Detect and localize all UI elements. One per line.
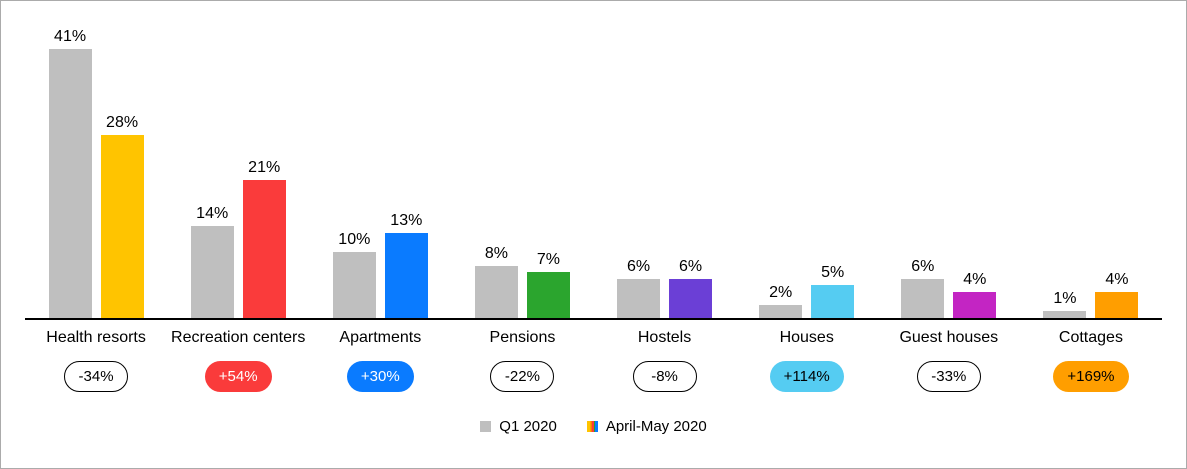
badge-cell: +114% [736, 361, 878, 392]
category-label: Health resorts [46, 329, 146, 346]
category-cell: Recreation centers [167, 329, 309, 347]
bar-value-label: 6% [911, 258, 935, 275]
bar-with-label: 7% [526, 250, 570, 318]
bar-with-label: 4% [953, 270, 997, 318]
bar-with-label: 21% [242, 158, 286, 318]
q1-2020-bar [474, 266, 518, 318]
category-cell: Cottages [1020, 329, 1162, 347]
bar-group: 8% 7% [451, 1, 593, 318]
legend-label: April-May 2020 [605, 418, 707, 435]
bar-group: 2% 5% [736, 1, 878, 318]
badge-cell: -34% [25, 361, 167, 392]
change-badges-row: -34% +54% +30% -22% -8% +114% -33% +169% [25, 361, 1162, 392]
legend-label: Q1 2020 [499, 418, 557, 435]
q1-2020-bar [48, 49, 92, 318]
legend-item: April-May 2020 [586, 418, 707, 435]
badge-cell: +54% [167, 361, 309, 392]
bar-value-label: 5% [821, 264, 845, 281]
q1-2020-bar [1043, 311, 1087, 318]
april-may-2020-bar [384, 233, 428, 318]
bar-value-label: 8% [484, 245, 508, 262]
bar-with-label: 6% [669, 257, 713, 318]
change-badge: +30% [346, 361, 414, 392]
bar-with-label: 13% [384, 211, 428, 318]
bar-with-label: 1% [1043, 289, 1087, 318]
badge-cell: -22% [451, 361, 593, 392]
multicolor-stripes-icon [586, 421, 598, 432]
bar-value-label: 4% [963, 271, 987, 288]
bar-group: 6% 6% [594, 1, 736, 318]
bar-value-label: 7% [536, 251, 560, 268]
bar-value-label: 10% [338, 231, 371, 248]
category-label: Hostels [637, 329, 692, 346]
bar-with-label: 6% [901, 257, 945, 318]
april-may-2020-bar [669, 279, 713, 318]
bar-group: 10% 13% [309, 1, 451, 318]
category-label: Apartments [339, 329, 422, 346]
bar-group: 1% 4% [1020, 1, 1162, 318]
bar-with-label: 6% [617, 257, 661, 318]
legend-item: Q1 2020 [480, 418, 557, 435]
category-cell: Health resorts [25, 329, 167, 347]
bar-value-label: 6% [679, 258, 703, 275]
category-label: Guest houses [899, 329, 999, 346]
change-badge: -22% [490, 361, 555, 392]
bar-value-label: 6% [627, 258, 651, 275]
bar-value-label: 1% [1053, 290, 1077, 307]
bar-group: 6% 4% [878, 1, 1020, 318]
bar-value-label: 41% [54, 28, 87, 45]
april-may-2020-bar [242, 180, 286, 318]
category-cell: Hostels [594, 329, 736, 347]
category-label: Houses [779, 329, 834, 346]
category-label: Pensions [489, 329, 556, 346]
legend: Q1 2020 April-May 2020 [1, 418, 1186, 435]
change-badge: +114% [769, 361, 844, 392]
category-label: Recreation centers [171, 329, 306, 346]
april-may-2020-bar [811, 285, 855, 318]
bar-with-label: 41% [48, 27, 92, 318]
bar-value-label: 2% [769, 284, 793, 301]
april-may-2020-bar [1095, 292, 1139, 318]
bar-group: 41% 28% [25, 1, 167, 318]
gray-icon [480, 421, 492, 432]
bar-value-label: 4% [1105, 271, 1129, 288]
badge-cell: -8% [594, 361, 736, 392]
bar-with-label: 28% [100, 113, 144, 318]
change-badge: +54% [204, 361, 272, 392]
change-badge: -34% [64, 361, 129, 392]
badge-cell: +169% [1020, 361, 1162, 392]
badge-cell: -33% [878, 361, 1020, 392]
bar-with-label: 14% [190, 204, 234, 318]
bar-with-label: 4% [1095, 270, 1139, 318]
plot-area: 41% 28% 14% 21% 10% 13% 8% 7% 6% 6% 2% 5% 6% 4% 1% 4% [25, 1, 1162, 320]
april-may-2020-bar [526, 272, 570, 318]
change-badge: -33% [916, 361, 981, 392]
category-cell: Guest houses [878, 329, 1020, 347]
bar-with-label: 5% [811, 263, 855, 318]
bar-value-label: 14% [196, 205, 229, 222]
category-cell: Houses [736, 329, 878, 347]
q1-2020-bar [190, 226, 234, 318]
bar-with-label: 8% [474, 244, 518, 318]
bar-with-label: 2% [759, 283, 803, 318]
bar-with-label: 10% [332, 230, 376, 318]
april-may-2020-bar [953, 292, 997, 318]
bar-group: 14% 21% [167, 1, 309, 318]
change-badge: +169% [1053, 361, 1129, 392]
bar-value-label: 13% [390, 212, 423, 229]
q1-2020-bar [332, 252, 376, 318]
category-labels-row: Health resorts Recreation centers Apartmen… [25, 329, 1162, 347]
category-label: Cottages [1058, 329, 1123, 346]
badge-cell: +30% [309, 361, 451, 392]
q1-2020-bar [617, 279, 661, 318]
q1-2020-bar [759, 305, 803, 318]
bar-value-label: 28% [106, 114, 139, 131]
q1-2020-bar [901, 279, 945, 318]
category-cell: Apartments [309, 329, 451, 347]
bar-value-label: 21% [248, 159, 281, 176]
april-may-2020-bar [100, 135, 144, 318]
category-cell: Pensions [451, 329, 593, 347]
change-badge: -8% [632, 361, 697, 392]
